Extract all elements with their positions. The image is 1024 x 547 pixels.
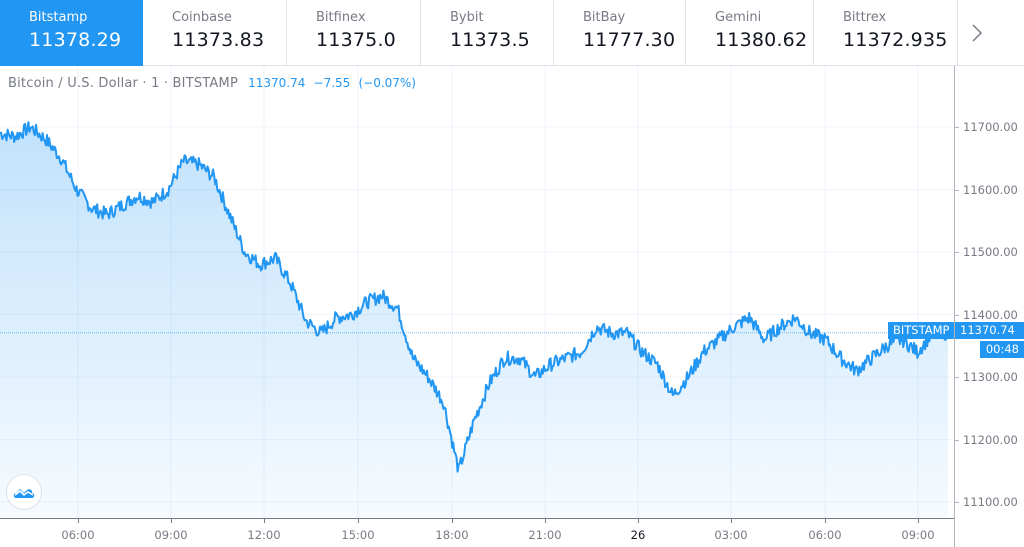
price-axis-label: 11300.00 xyxy=(963,370,1018,384)
time-axis-label: 03:00 xyxy=(714,528,748,542)
ticker-name: Bitstamp xyxy=(29,10,88,25)
symbol-description: Bitcoin / U.S. Dollar · 1 · BITSTAMP xyxy=(8,76,238,91)
price-axis[interactable]: 11700.00 11600.00 11500.00 11400.00 11300.00… xyxy=(954,66,1024,547)
ticker-price: 11372.935 xyxy=(843,29,948,51)
ticker-bitfinex[interactable]: Bitfinex 11375.0 xyxy=(287,0,421,66)
ticker-price: 11373.83 xyxy=(172,29,265,51)
legend-change-percent: (−0.07%) xyxy=(358,76,416,90)
price-line xyxy=(0,121,949,473)
time-axis-label: 18:00 xyxy=(435,528,469,542)
ticker-price: 11375.0 xyxy=(316,29,396,51)
price-axis-tick xyxy=(955,377,959,378)
exchange-ticker-bar: Bitstamp 11378.29 Coinbase 11373.83 Bitf… xyxy=(0,0,1024,66)
ticker-price: 11378.29 xyxy=(29,29,122,51)
time-axis-label: 09:00 xyxy=(901,528,935,542)
time-axis-label: 12:00 xyxy=(247,528,281,542)
time-axis-tick xyxy=(825,519,826,523)
price-axis-label: 11200.00 xyxy=(963,432,1018,447)
time-axis-tick xyxy=(264,519,265,523)
time-axis-tick xyxy=(171,519,172,523)
ticker-scroll-right-button[interactable] xyxy=(958,0,995,66)
exchange-label-badge: BITSTAMP xyxy=(888,322,955,339)
price-axis-label: 11500.00 xyxy=(963,245,1018,259)
ticker-gemini[interactable]: Gemini 11380.62 xyxy=(686,0,814,66)
time-axis-tick xyxy=(638,519,639,523)
ticker-name: Bittrex xyxy=(843,10,887,25)
price-axis-tick xyxy=(955,252,959,253)
price-axis-label: 11700.00 xyxy=(963,120,1018,134)
ticker-name: Gemini xyxy=(715,10,762,25)
ticker-price: 11777.30 xyxy=(583,29,676,51)
ticker-name: BitBay xyxy=(583,10,626,25)
chart-plot-area[interactable] xyxy=(0,66,954,518)
time-axis-tick xyxy=(78,519,79,523)
bar-countdown-badge: 00:48 xyxy=(980,341,1024,358)
price-axis-label: 11100.00 xyxy=(963,495,1018,509)
chart-legend: Bitcoin / U.S. Dollar · 1 · BITSTAMP 113… xyxy=(8,76,416,91)
tradingview-logo-button[interactable] xyxy=(6,474,42,510)
time-axis-label: 15:00 xyxy=(341,528,375,542)
ticker-bitstamp[interactable]: Bitstamp 11378.29 xyxy=(0,0,143,66)
time-axis-tick xyxy=(452,519,453,523)
ticker-price: 11380.62 xyxy=(715,29,808,51)
legend-last-price: 11370.74 xyxy=(248,76,306,90)
time-axis-label: 21:00 xyxy=(528,528,562,542)
ticker-coinbase[interactable]: Coinbase 11373.83 xyxy=(143,0,287,66)
ticker-name: Bybit xyxy=(450,10,484,25)
price-area-fill xyxy=(0,122,948,518)
price-axis-tick xyxy=(955,127,959,128)
price-axis-label: 11400.00 xyxy=(963,307,1018,322)
time-axis-tick xyxy=(358,519,359,523)
time-axis[interactable]: 06:00 09:00 12:00 15:00 18:00 21:00 26 03:00 06:… xyxy=(0,518,954,547)
price-axis-tick xyxy=(955,502,959,503)
time-axis-label: 09:00 xyxy=(154,528,188,542)
ticker-name: Coinbase xyxy=(172,10,232,25)
price-axis-tick xyxy=(955,439,959,441)
time-axis-tick xyxy=(731,519,732,523)
ticker-bitbay[interactable]: BitBay 11777.30 xyxy=(554,0,686,66)
price-axis-label: 11600.00 xyxy=(963,182,1018,197)
price-axis-tick xyxy=(955,189,959,191)
ticker-bittrex[interactable]: Bittrex 11372.935 xyxy=(814,0,958,66)
price-axis-tick xyxy=(955,314,959,316)
last-price-badge: 11370.74 xyxy=(955,322,1024,339)
time-axis-label: 06:00 xyxy=(808,528,842,542)
time-axis-label: 26 xyxy=(630,528,646,542)
legend-change: −7.55 xyxy=(313,76,351,90)
time-axis-label: 06:00 xyxy=(61,528,95,542)
ticker-name: Bitfinex xyxy=(316,10,366,25)
chevron-right-icon xyxy=(971,24,982,42)
time-axis-tick xyxy=(918,519,919,523)
ticker-price: 11373.5 xyxy=(450,29,530,51)
cloud-chart-icon xyxy=(13,489,35,498)
price-chart[interactable]: Bitcoin / U.S. Dollar · 1 · BITSTAMP 113… xyxy=(0,66,1024,547)
ticker-bybit[interactable]: Bybit 11373.5 xyxy=(421,0,554,66)
time-axis-tick xyxy=(545,519,546,523)
